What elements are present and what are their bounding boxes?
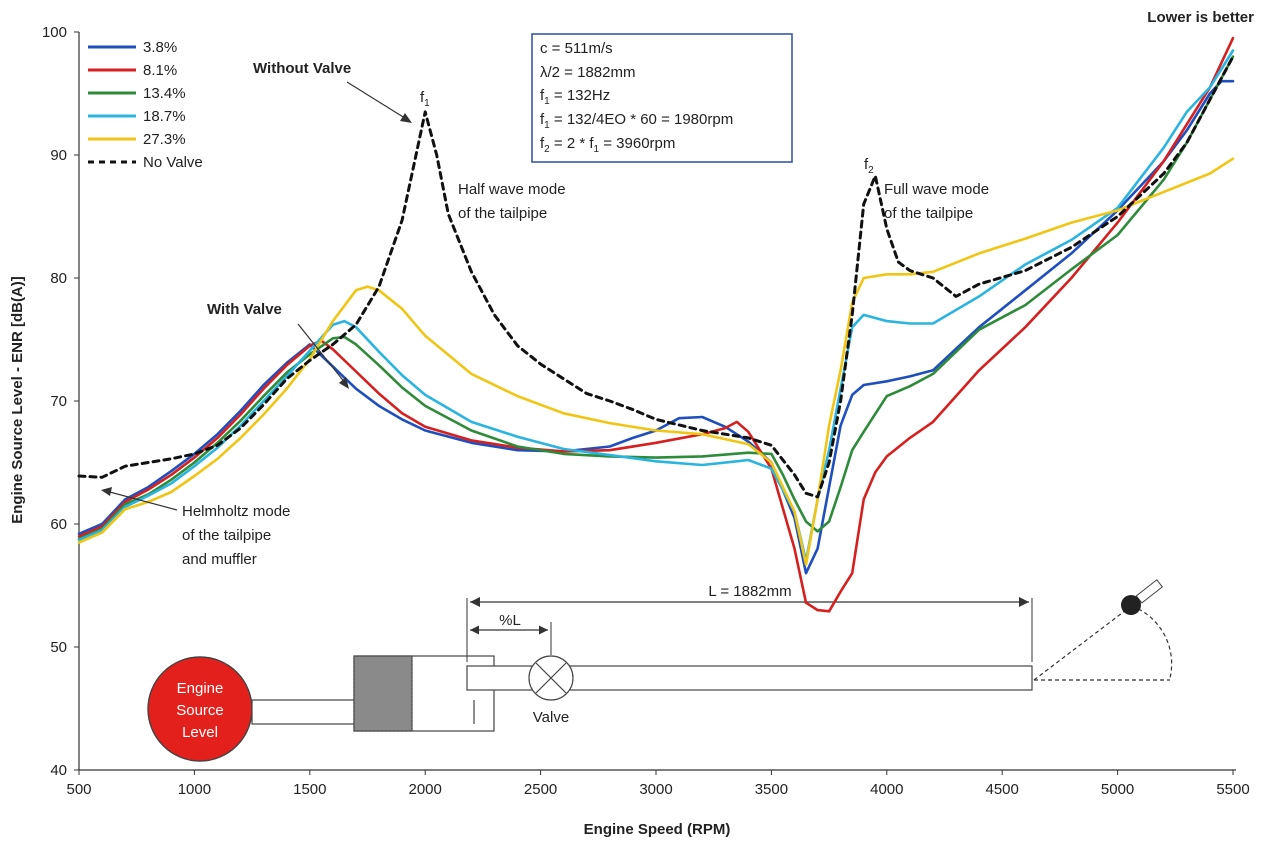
- without-valve-arrowhead: [400, 113, 412, 123]
- engine-label-line-2: Source: [176, 702, 224, 719]
- series-layer: [77, 36, 1235, 613]
- without-valve-label: Without Valve: [253, 60, 351, 77]
- helmholtz-label-2: of the tailpipe: [182, 527, 271, 544]
- percent-label: %L: [499, 612, 521, 629]
- microphone-head: [1121, 595, 1141, 615]
- x-axis-title: Engine Speed (RPM): [584, 821, 731, 838]
- helmholtz-arrow: [105, 490, 178, 511]
- microphone-sight-line: [1033, 606, 1131, 681]
- valve-label: Valve: [533, 709, 569, 726]
- full-wave-label-2: of the tailpipe: [884, 205, 973, 222]
- info-line-half-wavelength: λ/2 = 1882mm: [540, 64, 635, 81]
- half-wave-label-2: of the tailpipe: [458, 205, 547, 222]
- y-tick-label: 40: [50, 762, 67, 779]
- y-tick-label: 90: [50, 147, 67, 164]
- x-tick-label: 3000: [639, 781, 672, 798]
- without-valve-arrow: [346, 81, 409, 121]
- x-tick-label: 1500: [293, 781, 326, 798]
- f1-label: f1: [420, 89, 430, 109]
- series-line-3-8-: [77, 79, 1235, 575]
- legend-label: 27.3%: [143, 131, 186, 148]
- engine-label-line-1: Engine: [177, 680, 224, 697]
- y-tick-label: 70: [50, 393, 67, 410]
- microphone-arc: [1131, 605, 1173, 679]
- info-box-frame: [531, 33, 793, 163]
- length-arrow-right: [1019, 597, 1029, 607]
- with-valve-label: With Valve: [207, 301, 282, 318]
- y-tick-label: 60: [50, 516, 67, 533]
- tailpipe-diagram: Engine Source Level Valve L = 1882mm %L: [147, 579, 1173, 762]
- x-tick-label: 3500: [755, 781, 788, 798]
- series-line-13-4-: [77, 55, 1235, 541]
- info-line-f1-rpm: f1 = 132/4EO * 60 = 1980rpm: [540, 111, 733, 131]
- x-tick-label: 5500: [1216, 781, 1249, 798]
- engine-label-line-3: Level: [182, 724, 218, 741]
- with-valve-arrowhead: [339, 377, 349, 389]
- length-arrow-left: [470, 597, 480, 607]
- info-line-f2-rpm: f2 = 2 * f1 = 3960rpm: [540, 135, 675, 155]
- y-tick-group: 40 50 60 70 80 90 100: [42, 24, 79, 779]
- percent-arrow-left: [470, 625, 479, 635]
- length-label: L = 1882mm: [708, 583, 791, 600]
- legend-label: 13.4%: [143, 85, 186, 102]
- valve-cross-2: [535, 662, 567, 694]
- helmholtz-label-3: and muffler: [182, 551, 257, 568]
- info-line-f1-hz: f1 = 132Hz: [540, 87, 610, 107]
- x-tick-label: 2500: [524, 781, 557, 798]
- x-tick-label: 4000: [870, 781, 903, 798]
- with-valve-arrow: [297, 323, 347, 385]
- helmholtz-label-1: Helmholtz mode: [182, 503, 290, 520]
- annotations: Without Valve f1 Half wave mode of the t…: [101, 60, 989, 568]
- x-tick-group: 500 1000 1500 2000 2500 3000 3500 4000 4500 5000 5…: [66, 770, 1250, 798]
- y-tick-label: 80: [50, 270, 67, 287]
- legend: 3.8% 8.1% 13.4% 18.7% 27.3% No Valve: [88, 39, 203, 171]
- helmholtz-arrowhead: [101, 487, 112, 496]
- x-tick-label: 4500: [986, 781, 1019, 798]
- series-line-18-7-: [77, 49, 1235, 563]
- lower-is-better-note: Lower is better: [1147, 9, 1254, 26]
- x-tick-label: 2000: [409, 781, 442, 798]
- info-line-speed-of-sound: c = 511m/s: [540, 40, 613, 57]
- y-tick-label: 100: [42, 24, 67, 41]
- legend-label: No Valve: [143, 154, 203, 171]
- series-line-no-valve: [77, 55, 1235, 499]
- half-wave-label-1: Half wave mode: [458, 181, 566, 198]
- legend-label: 18.7%: [143, 108, 186, 125]
- x-tick-label: 500: [66, 781, 91, 798]
- info-box: c = 511m/s λ/2 = 1882mm f1 = 132Hz f1 = …: [531, 33, 793, 163]
- muffler-packing: [353, 655, 413, 732]
- percent-arrow-right: [539, 625, 548, 635]
- legend-label: 8.1%: [143, 62, 177, 79]
- x-tick-label: 1000: [178, 781, 211, 798]
- f2-label: f2: [864, 156, 874, 176]
- series-line-27-3-: [77, 157, 1235, 566]
- y-axis-title: Engine Source Level - ENR [dB(A)]: [9, 276, 26, 524]
- muffler-packing-texture: [353, 655, 413, 732]
- full-wave-label-1: Full wave mode: [884, 181, 989, 198]
- y-tick-label: 50: [50, 639, 67, 656]
- x-tick-label: 5000: [1101, 781, 1134, 798]
- legend-label: 3.8%: [143, 39, 177, 56]
